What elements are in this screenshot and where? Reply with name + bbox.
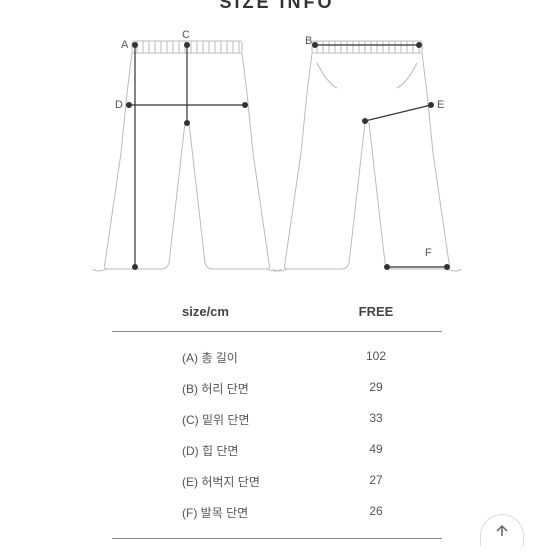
label-a: A: [121, 39, 128, 51]
row-label: (E) 허벅지 단면: [112, 473, 310, 490]
dot: [184, 120, 190, 126]
table-rows: (A) 총 길이102(B) 허리 단면29(C) 밑위 단면33(D) 힙 단…: [112, 332, 442, 539]
table-header: size/cm FREE: [112, 298, 442, 332]
label-c: C: [182, 29, 190, 41]
table-row: (D) 힙 단면49: [112, 435, 442, 466]
row-value: 27: [310, 473, 442, 490]
dot: [132, 42, 138, 48]
label-b: B: [305, 35, 312, 47]
label-e: E: [437, 99, 444, 111]
page-title: SIZE INFO: [0, 0, 554, 13]
label-d: D: [115, 99, 123, 111]
dot: [444, 264, 450, 270]
row-value: 49: [310, 442, 442, 459]
dot: [428, 102, 434, 108]
label-f: F: [425, 247, 432, 259]
dot: [312, 42, 318, 48]
row-label: (D) 힙 단면: [112, 442, 310, 459]
arrow-up-icon: [494, 523, 510, 539]
row-label: (F) 발목 단면: [112, 504, 310, 521]
table-row: (B) 허리 단면29: [112, 373, 442, 404]
dot: [126, 102, 132, 108]
row-label: (B) 허리 단면: [112, 380, 310, 397]
dot: [384, 264, 390, 270]
row-value: 26: [310, 504, 442, 521]
dot: [416, 42, 422, 48]
table-row: (F) 발목 단면26: [112, 497, 442, 528]
dot: [362, 118, 368, 124]
table-row: (A) 총 길이102: [112, 342, 442, 373]
size-diagram: A C D B E F: [87, 23, 467, 283]
scroll-top-button[interactable]: [480, 514, 524, 546]
dot: [184, 42, 190, 48]
header-label: size/cm: [112, 304, 310, 319]
pants-svg: [87, 23, 467, 283]
row-value: 29: [310, 380, 442, 397]
dot: [132, 264, 138, 270]
dot: [242, 102, 248, 108]
header-value: FREE: [310, 304, 442, 319]
size-table: size/cm FREE (A) 총 길이102(B) 허리 단면29(C) 밑…: [112, 298, 442, 539]
row-label: (A) 총 길이: [112, 349, 310, 366]
row-value: 102: [310, 349, 442, 366]
table-row: (E) 허벅지 단면27: [112, 466, 442, 497]
table-row: (C) 밑위 단면33: [112, 404, 442, 435]
row-value: 33: [310, 411, 442, 428]
row-label: (C) 밑위 단면: [112, 411, 310, 428]
